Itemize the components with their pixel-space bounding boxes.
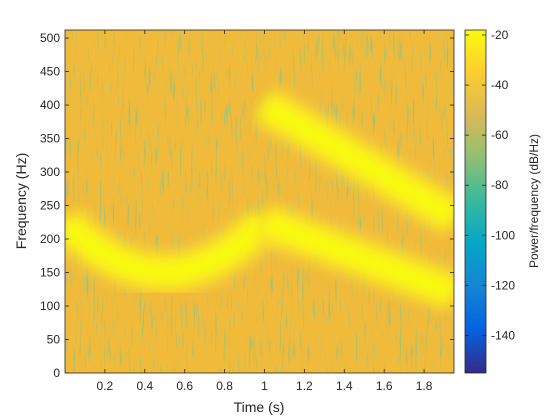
x-tick-label: 1.4 [336, 379, 353, 393]
colorbar-ticks: -20 -40 -60 -80 -100 -120 -140 [465, 28, 515, 342]
colorbar-tick-label: -100 [491, 228, 515, 242]
y-axis-label: Frequency (Hz) [13, 153, 29, 249]
x-tick-label: 0.2 [97, 379, 114, 393]
y-tick-label: 0 [53, 366, 60, 380]
x-tick-label: 0.8 [216, 379, 233, 393]
y-tick-label: 500 [40, 31, 60, 45]
y-tick-label: 400 [40, 98, 60, 112]
x-tick-label: 1.8 [416, 379, 433, 393]
x-axis-ticks: 0.2 0.4 0.6 0.8 1 1.2 1.4 1.6 1.8 [97, 30, 433, 393]
colorbar-gradient [465, 30, 486, 373]
colorbar-tick-label: -120 [491, 278, 515, 292]
x-tick-label: 1.2 [296, 379, 313, 393]
colorbar-label: Power/frequency (dB/Hz) [527, 134, 541, 268]
y-tick-label: 100 [40, 299, 60, 313]
colorbar-tick-label: -60 [491, 128, 509, 142]
ridge-core-0-1 [257, 93, 454, 229]
x-tick-label: 0.4 [136, 379, 153, 393]
y-tick-label: 150 [40, 266, 60, 280]
x-tick-label: 0.6 [176, 379, 193, 393]
y-axis-ticks: 0 50 100 150 200 250 300 350 400 450 500 [40, 31, 454, 380]
x-tick-label: 1 [261, 379, 268, 393]
y-tick-label: 300 [40, 165, 60, 179]
y-tick-label: 250 [40, 199, 60, 213]
y-tick-label: 50 [47, 333, 61, 347]
y-tick-label: 350 [40, 132, 60, 146]
colorbar-frame [464, 29, 487, 374]
ridge-core-1-0 [65, 213, 274, 286]
colorbar-tick-label: -40 [491, 78, 509, 92]
ridge-core-1-1 [259, 210, 454, 305]
plot-frame [64, 29, 455, 374]
y-tick-label: 450 [40, 65, 60, 79]
x-axis-label: Time (s) [234, 399, 285, 415]
colorbar: -20 -40 -60 -80 -100 -120 -140 Power/frequency… [464, 28, 541, 374]
colorbar-tick-label: -80 [491, 178, 509, 192]
x-tick-label: 1.6 [376, 379, 393, 393]
colorbar-tick-label: -140 [491, 328, 515, 342]
y-tick-label: 200 [40, 232, 60, 246]
spectrogram-plot-area [64, 29, 455, 374]
colorbar-tick-label: -20 [491, 28, 509, 42]
spectrogram-ridges [65, 83, 454, 314]
